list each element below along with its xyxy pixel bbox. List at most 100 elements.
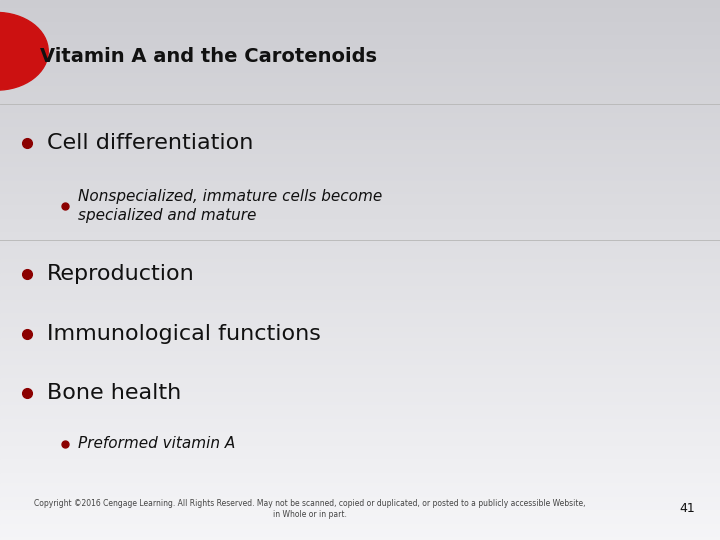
Bar xyxy=(0,537,720,540)
Bar xyxy=(0,73,720,76)
Bar xyxy=(0,270,720,273)
Bar xyxy=(0,105,720,108)
Bar xyxy=(0,521,720,524)
Bar xyxy=(0,30,720,32)
Bar xyxy=(0,370,720,373)
Bar xyxy=(0,405,720,408)
Bar xyxy=(0,119,720,122)
Bar xyxy=(0,132,720,135)
Bar xyxy=(0,143,720,146)
Bar xyxy=(0,410,720,413)
Bar xyxy=(0,167,720,170)
Bar xyxy=(0,340,720,343)
Bar xyxy=(0,86,720,89)
Bar xyxy=(0,475,720,478)
Bar xyxy=(0,467,720,470)
Bar xyxy=(0,230,720,232)
Bar xyxy=(0,184,720,186)
Bar xyxy=(0,343,720,346)
Bar xyxy=(0,281,720,284)
Bar xyxy=(0,397,720,400)
Bar xyxy=(0,251,720,254)
Bar xyxy=(0,491,720,494)
Bar xyxy=(0,470,720,472)
Bar xyxy=(0,356,720,359)
Bar xyxy=(0,57,720,59)
Bar xyxy=(0,16,720,19)
Bar xyxy=(0,375,720,378)
Bar xyxy=(0,227,720,229)
Bar xyxy=(0,489,720,491)
Bar xyxy=(0,165,720,167)
Bar xyxy=(0,111,720,113)
Bar xyxy=(0,84,720,86)
Bar xyxy=(0,335,720,338)
Bar xyxy=(0,162,720,165)
Bar xyxy=(0,294,720,297)
Bar xyxy=(0,68,720,70)
Bar xyxy=(0,78,720,81)
Bar xyxy=(0,526,720,529)
Bar xyxy=(0,429,720,432)
Bar xyxy=(0,246,720,248)
Text: Preformed vitamin A: Preformed vitamin A xyxy=(78,436,235,451)
Bar xyxy=(0,113,720,116)
Bar xyxy=(0,135,720,138)
Bar xyxy=(0,359,720,362)
Bar xyxy=(0,524,720,526)
Text: Vitamin A and the Carotenoids: Vitamin A and the Carotenoids xyxy=(40,47,377,66)
Bar xyxy=(0,456,720,459)
Bar xyxy=(0,486,720,489)
Bar xyxy=(0,362,720,364)
Bar xyxy=(0,54,720,57)
Bar xyxy=(0,19,720,22)
Bar xyxy=(0,238,720,240)
Bar xyxy=(0,483,720,486)
Bar xyxy=(0,122,720,124)
Bar xyxy=(0,130,720,132)
Circle shape xyxy=(0,12,48,90)
Bar xyxy=(0,127,720,130)
Bar xyxy=(0,472,720,475)
Bar xyxy=(0,500,720,502)
Bar xyxy=(0,202,720,205)
Bar xyxy=(0,138,720,140)
Bar xyxy=(0,302,720,305)
Bar xyxy=(0,100,720,103)
Bar xyxy=(0,518,720,521)
Bar xyxy=(0,348,720,351)
Bar xyxy=(0,494,720,497)
Bar xyxy=(0,38,720,40)
Bar xyxy=(0,208,720,211)
Bar xyxy=(0,324,720,327)
Bar xyxy=(0,94,720,97)
Bar xyxy=(0,170,720,173)
Bar xyxy=(0,273,720,275)
Bar xyxy=(0,516,720,518)
Bar xyxy=(0,332,720,335)
Bar xyxy=(0,338,720,340)
Bar xyxy=(0,308,720,310)
Bar xyxy=(0,535,720,537)
Bar xyxy=(0,462,720,464)
Bar xyxy=(0,446,720,448)
Text: 41: 41 xyxy=(679,502,695,515)
Bar xyxy=(0,313,720,316)
Bar xyxy=(0,532,720,535)
Bar xyxy=(0,65,720,68)
Bar xyxy=(0,240,720,243)
Bar xyxy=(0,43,720,46)
Bar xyxy=(0,224,720,227)
Bar xyxy=(0,284,720,286)
Bar xyxy=(0,497,720,500)
Bar xyxy=(0,108,720,111)
Text: Copyright ©2016 Cengage Learning. All Rights Reserved. May not be scanned, copie: Copyright ©2016 Cengage Learning. All Ri… xyxy=(34,498,585,519)
Bar xyxy=(0,289,720,292)
Bar xyxy=(0,76,720,78)
Bar xyxy=(0,211,720,213)
Bar xyxy=(0,205,720,208)
Bar xyxy=(0,351,720,354)
Bar xyxy=(0,262,720,265)
Bar xyxy=(0,148,720,151)
Bar xyxy=(0,221,720,224)
